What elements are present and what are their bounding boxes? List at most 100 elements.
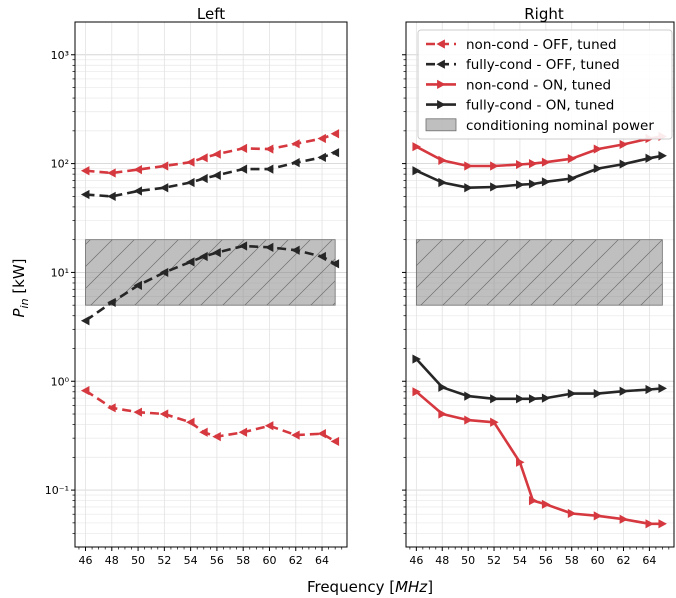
data-point — [567, 173, 577, 184]
data-point — [317, 152, 326, 163]
legend-marker — [437, 100, 446, 110]
data-point — [658, 383, 667, 393]
data-point — [464, 391, 473, 401]
data-point — [238, 143, 248, 153]
y-tick-label: 10³ — [51, 49, 69, 62]
data-point — [412, 142, 421, 152]
x-axis-ticks-left: 46 48 50 52 54 56 58 60 62 64 — [79, 547, 343, 567]
series-line-right-0 — [415, 390, 663, 526]
x-tick-label: 54 — [184, 554, 198, 567]
data-point — [291, 139, 300, 149]
data-point — [212, 248, 221, 258]
data-point — [658, 519, 667, 529]
data-point — [528, 158, 538, 169]
data-point — [107, 403, 116, 413]
conditioning-band-hatch — [416, 239, 663, 306]
data-point — [107, 297, 116, 308]
data-point — [658, 151, 667, 161]
data-point — [438, 409, 447, 419]
legend-marker — [436, 59, 445, 69]
data-point — [291, 430, 300, 440]
series-line-left-3 — [85, 151, 336, 198]
data-point — [264, 242, 274, 252]
data-point — [464, 415, 473, 425]
data-point — [330, 436, 340, 447]
legend-item: non-cond - ON, tuned — [426, 77, 611, 93]
series-line-right-1 — [415, 358, 663, 401]
plot-left: 46 48 50 52 54 56 58 60 62 64 — [71, 21, 348, 567]
x-tick-label: 64 — [642, 554, 656, 567]
y-tick-label: 10¹ — [51, 266, 69, 279]
series-line-right-3 — [415, 154, 663, 189]
data-point — [199, 153, 208, 163]
x-tick-label: 58 — [565, 554, 579, 567]
legend-marker — [437, 79, 446, 89]
y-tick-label: 10⁻¹ — [45, 484, 69, 497]
data-point — [619, 514, 629, 524]
x-tick-label: 48 — [105, 554, 119, 567]
panel-title-right: Right — [524, 5, 564, 23]
data-point — [264, 164, 274, 174]
x-tick-label: 56 — [210, 554, 224, 567]
x-tick-label: 62 — [617, 554, 631, 567]
data-point — [317, 251, 326, 262]
x-tick-label: 46 — [79, 554, 93, 567]
series-line-left-0 — [84, 389, 336, 443]
x-tick-label: 60 — [262, 554, 276, 567]
legend-item: non-cond - OFF, tuned — [426, 37, 617, 53]
data-point — [291, 158, 300, 168]
data-point — [107, 191, 116, 201]
data-point — [186, 157, 195, 167]
data-point — [528, 394, 538, 404]
data-point — [593, 163, 603, 174]
x-tick-label: 52 — [487, 554, 501, 567]
data-point — [107, 168, 116, 178]
legend-label: non-cond - OFF, tuned — [466, 37, 617, 53]
legend-box — [417, 29, 673, 140]
x-tick-label: 64 — [315, 554, 329, 567]
data-point — [317, 429, 326, 439]
x-tick-label: 50 — [461, 554, 475, 567]
data-point — [412, 354, 421, 364]
data-point — [330, 259, 340, 269]
x-tick-label: 48 — [435, 554, 449, 567]
legend-marker — [436, 39, 445, 49]
legend-label: fully-cond - OFF, tuned — [466, 57, 620, 73]
data-point — [212, 432, 221, 442]
data-point — [199, 251, 208, 262]
data-point — [438, 155, 447, 165]
data-point — [541, 393, 551, 403]
data-point — [490, 417, 499, 427]
data-point — [159, 161, 169, 171]
legend-item: conditioning nominal power — [425, 118, 654, 134]
data-point — [438, 177, 447, 188]
series-group-left — [80, 129, 340, 447]
data-point — [490, 182, 499, 192]
data-point — [238, 427, 248, 437]
data-point — [412, 387, 421, 397]
data-point — [186, 177, 195, 188]
legend-item: fully-cond - ON, tuned — [426, 98, 614, 114]
data-point — [412, 166, 421, 176]
data-point — [199, 427, 208, 437]
data-point — [541, 157, 551, 167]
legend-label: fully-cond - ON, tuned — [466, 98, 614, 114]
x-axis-ticks-right: 46 48 50 52 54 56 58 60 62 64 — [409, 547, 670, 567]
y-tick-label: 10⁰ — [51, 375, 70, 388]
data-point — [567, 389, 577, 399]
axes-frame-left — [74, 21, 348, 548]
data-point — [567, 508, 577, 519]
data-point — [464, 161, 473, 171]
data-point — [80, 166, 90, 176]
data-point — [619, 139, 629, 150]
data-point — [330, 148, 340, 158]
data-point — [516, 180, 525, 190]
data-point — [80, 386, 90, 396]
data-point — [490, 394, 499, 404]
legend-item: fully-cond - OFF, tuned — [426, 57, 620, 73]
data-point — [516, 457, 525, 467]
data-point — [528, 496, 538, 506]
data-point — [330, 129, 340, 139]
data-point — [133, 186, 142, 196]
series-group-right — [412, 131, 667, 529]
